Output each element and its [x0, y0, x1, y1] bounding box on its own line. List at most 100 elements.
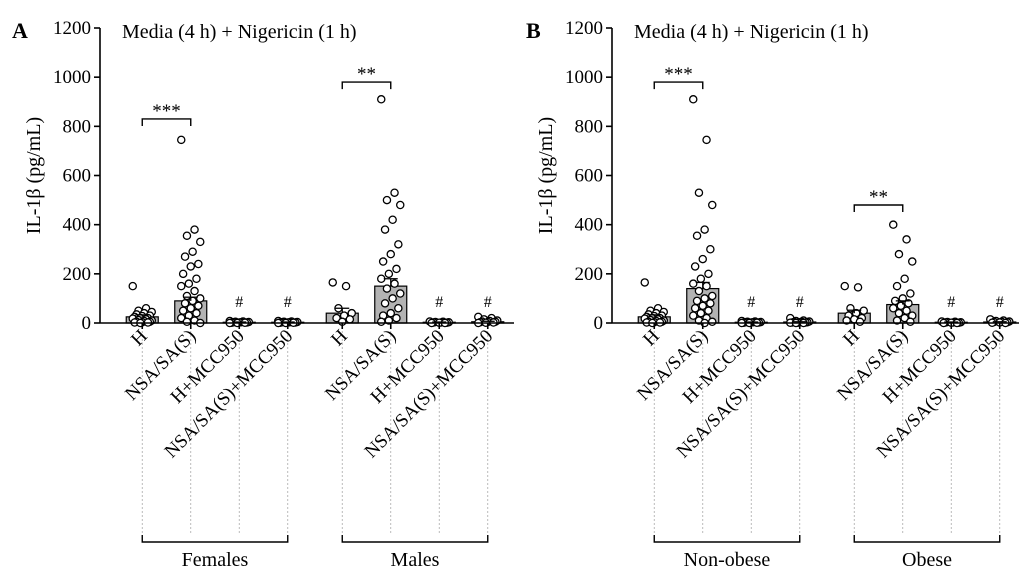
data-point — [128, 281, 137, 291]
data-point — [855, 317, 865, 327]
group-label: Obese — [902, 549, 952, 571]
y-tick-label: 0 — [594, 313, 604, 334]
y-tick-label: 0 — [82, 313, 92, 334]
group-label: Females — [182, 549, 249, 571]
group-label: Non-obese — [684, 549, 771, 571]
data-point — [392, 264, 401, 274]
data-point — [889, 303, 898, 313]
data-point — [328, 278, 337, 287]
data-point — [892, 281, 902, 291]
data-point — [640, 278, 650, 287]
data-point — [394, 240, 403, 249]
significance-bracket — [853, 204, 904, 212]
data-point — [388, 215, 397, 224]
y-tick-label: 400 — [575, 215, 604, 236]
chart-title: Media (4 h) + Nigericin (1 h) — [634, 21, 869, 43]
data-point — [176, 135, 186, 145]
panel-letter: A — [12, 18, 28, 43]
data-point — [853, 283, 863, 292]
significance-label: ** — [869, 187, 888, 208]
data-point — [708, 317, 717, 327]
group-bracket — [853, 535, 1001, 543]
group-label: Males — [391, 549, 440, 571]
y-tick-label: 1200 — [565, 18, 603, 39]
data-point — [188, 247, 197, 256]
data-point — [192, 308, 201, 318]
y-tick-label: 800 — [63, 116, 92, 137]
data-point — [182, 231, 192, 240]
data-point — [341, 281, 351, 291]
data-point — [180, 252, 190, 261]
y-tick-label: 600 — [63, 166, 92, 187]
data-point — [195, 237, 205, 247]
significance-bracket — [141, 118, 192, 126]
data-point — [840, 281, 850, 291]
data-point — [376, 95, 386, 104]
data-point — [700, 225, 709, 234]
data-point — [190, 225, 199, 234]
data-point — [392, 313, 401, 323]
data-point — [390, 188, 399, 197]
data-point — [698, 254, 708, 264]
significance-label: *** — [152, 101, 181, 122]
group-bracket — [341, 535, 489, 543]
data-point — [378, 257, 388, 266]
panel-a: A Media (4 h) + Nigericin (1 h) IL-1β (pg/… — [12, 18, 514, 571]
category-label: H — [639, 325, 664, 350]
hash-mark: # — [435, 294, 443, 311]
data-point — [380, 225, 390, 234]
data-point — [889, 220, 898, 229]
significance-bracket — [653, 81, 704, 90]
hash-mark: # — [996, 294, 1004, 311]
y-tick-label: 1200 — [53, 18, 91, 39]
data-point — [386, 249, 395, 259]
data-point — [382, 284, 392, 293]
group-bracket — [653, 535, 801, 543]
data-point — [380, 299, 390, 308]
data-point — [704, 306, 713, 315]
data-point — [390, 279, 399, 288]
data-point — [182, 317, 192, 327]
hash-mark: # — [947, 294, 955, 311]
y-tick-label: 200 — [575, 264, 604, 285]
category-label: H — [839, 325, 864, 350]
y-axis-label: IL-1β (pg/mL) — [535, 117, 557, 234]
data-point — [706, 244, 715, 254]
hash-mark: # — [796, 294, 804, 311]
data-point — [345, 315, 355, 324]
y-tick-label: 1000 — [565, 67, 603, 88]
data-point — [394, 303, 403, 313]
significance-bracket — [341, 81, 392, 90]
category-label: H — [327, 325, 352, 350]
y-tick-label: 600 — [575, 166, 604, 187]
y-tick-label: 400 — [63, 215, 92, 236]
data-point — [702, 281, 711, 291]
data-point — [382, 195, 392, 205]
y-tick-label: 1000 — [53, 67, 91, 88]
data-point — [195, 294, 205, 303]
hash-mark: # — [747, 294, 755, 311]
data-point — [708, 291, 717, 301]
data-point — [708, 200, 717, 210]
chart-title: Media (4 h) + Nigericin (1 h) — [122, 21, 357, 43]
data-point — [702, 135, 711, 145]
significance-label: ** — [357, 64, 376, 85]
y-axis-label: IL-1β (pg/mL) — [23, 117, 45, 234]
data-point — [894, 249, 904, 259]
data-point — [384, 269, 394, 279]
data-point — [706, 299, 715, 308]
data-point — [704, 269, 713, 279]
hash-mark: # — [484, 294, 492, 311]
data-point — [692, 231, 702, 240]
data-point — [694, 286, 704, 296]
data-point — [395, 289, 405, 298]
panel-letter: B — [526, 18, 541, 43]
data-point — [690, 262, 700, 271]
data-point — [190, 286, 199, 296]
y-tick-label: 200 — [63, 264, 92, 285]
data-point — [194, 301, 203, 311]
data-point — [906, 317, 915, 327]
panel-b: B Media (4 h) + Nigericin (1 h) IL-1β (pg/… — [526, 18, 1019, 571]
data-point — [908, 257, 917, 266]
